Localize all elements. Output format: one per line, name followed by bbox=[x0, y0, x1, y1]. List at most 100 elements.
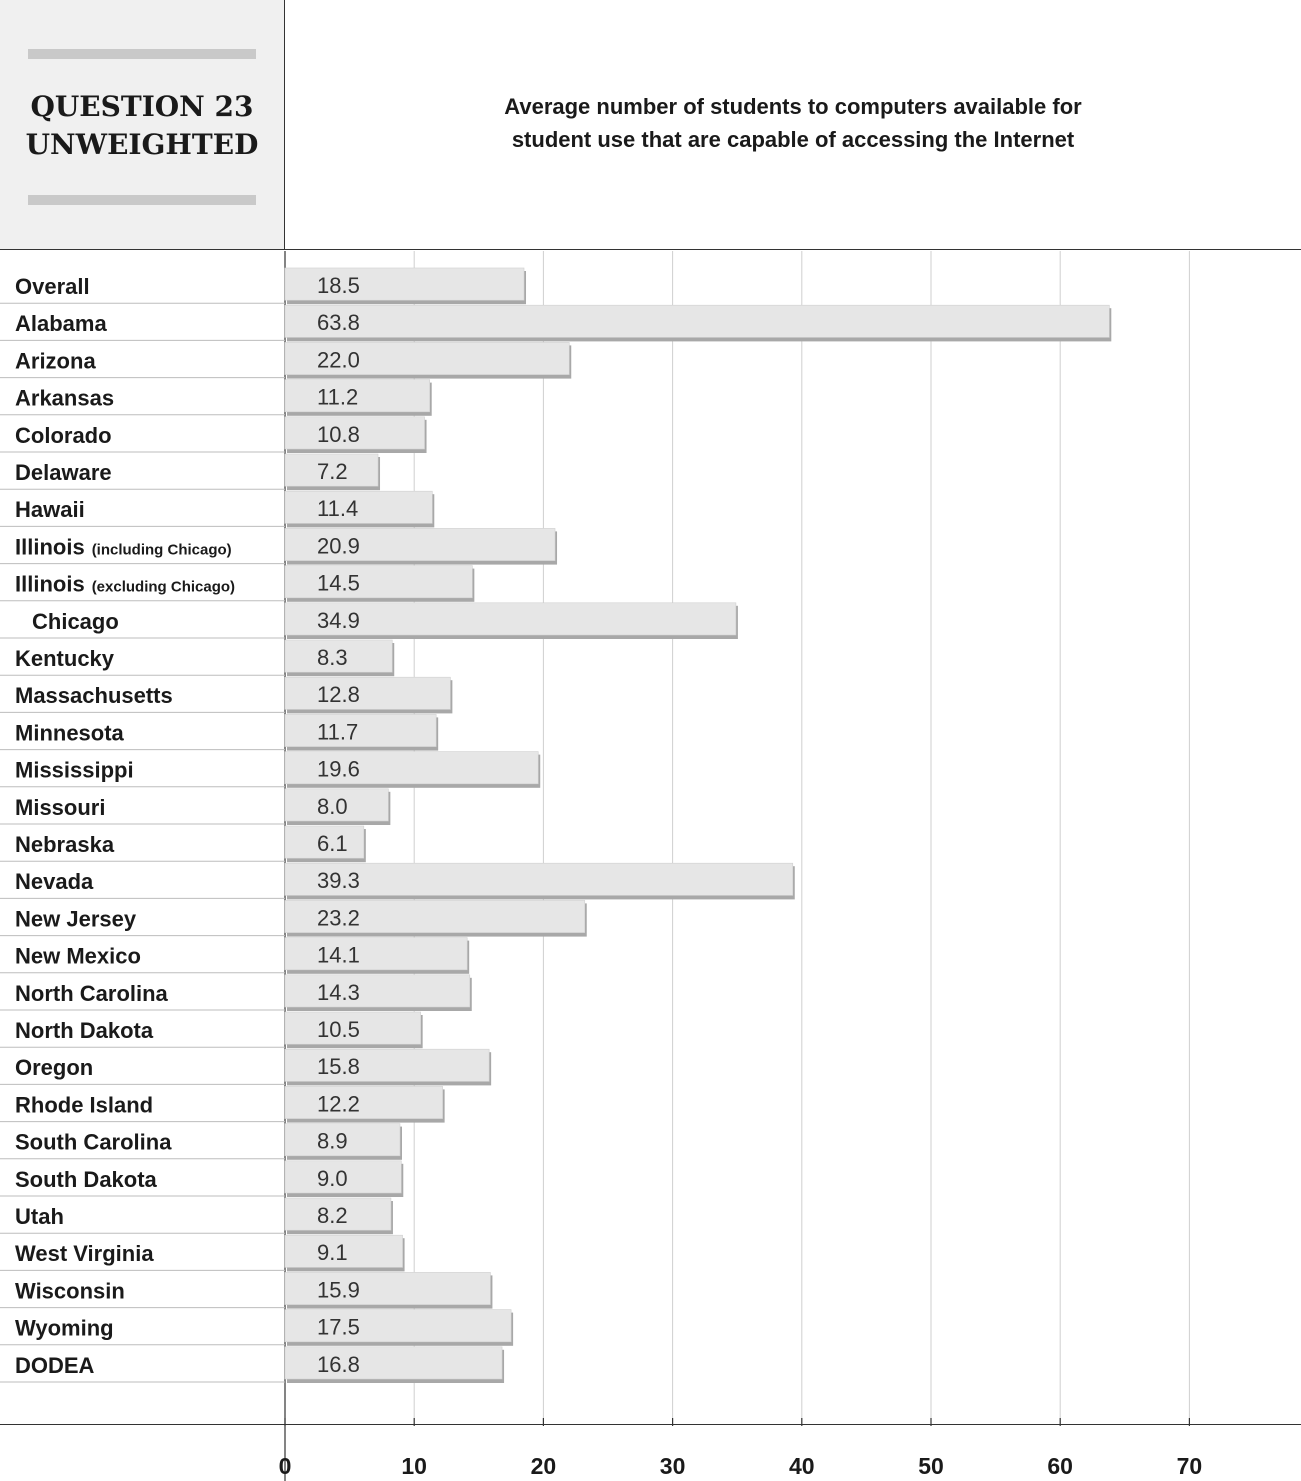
category-name: Rhode Island bbox=[15, 1092, 153, 1117]
tick-label: 30 bbox=[660, 1453, 686, 1479]
data-label: 17.5 bbox=[317, 1315, 360, 1340]
tick-label: 40 bbox=[789, 1453, 815, 1479]
chart-title-line-2: student use that are capable of accessin… bbox=[511, 127, 1075, 152]
bar bbox=[284, 490, 433, 524]
category-label: Wisconsin bbox=[15, 1278, 125, 1303]
bar bbox=[284, 1309, 512, 1343]
data-label: 6.1 bbox=[317, 831, 348, 856]
category-label: Illinois (including Chicago) bbox=[15, 534, 232, 559]
data-label: 19.6 bbox=[317, 757, 360, 782]
data-label: 8.2 bbox=[317, 1203, 348, 1228]
data-label: 16.8 bbox=[317, 1352, 360, 1377]
category-name: West Virginia bbox=[15, 1241, 154, 1266]
bar bbox=[284, 788, 389, 822]
category-name: Wisconsin bbox=[15, 1278, 125, 1303]
bar bbox=[284, 1272, 491, 1305]
category-name: Missouri bbox=[15, 795, 105, 820]
tick-label: 20 bbox=[531, 1453, 557, 1479]
category-name: Illinois bbox=[15, 572, 85, 597]
bar bbox=[284, 602, 737, 636]
category-name: Colorado bbox=[15, 423, 112, 448]
header-top-rule bbox=[28, 49, 256, 59]
category-label: Alabama bbox=[15, 311, 107, 336]
category-name: DODEA bbox=[15, 1353, 95, 1378]
category-name: Illinois bbox=[15, 534, 85, 559]
bar bbox=[284, 528, 556, 561]
bar bbox=[284, 1123, 401, 1157]
bar bbox=[284, 714, 437, 747]
question-title-line-2: UNWEIGHTED bbox=[25, 128, 259, 161]
data-label: 11.2 bbox=[317, 385, 358, 410]
data-label: 14.5 bbox=[317, 571, 360, 596]
category-label: Illinois (excluding Chicago) bbox=[15, 572, 235, 597]
bar bbox=[284, 565, 473, 599]
category-name: Hawaii bbox=[15, 497, 85, 522]
category-name: Massachusetts bbox=[15, 683, 173, 708]
category-name: North Carolina bbox=[15, 981, 169, 1006]
category-label: Mississippi bbox=[15, 758, 134, 783]
bar bbox=[284, 676, 451, 710]
category-name: Nevada bbox=[15, 869, 94, 894]
chart-title: Average number of students to computers … bbox=[285, 90, 1301, 156]
category-label: Minnesota bbox=[15, 720, 125, 745]
category-name: New Jersey bbox=[15, 906, 137, 931]
question-title: QUESTION 23 UNWEIGHTED bbox=[0, 88, 284, 164]
data-label: 15.9 bbox=[317, 1277, 360, 1302]
category-label: New Jersey bbox=[15, 906, 137, 931]
category-name: Minnesota bbox=[15, 720, 125, 745]
data-label: 14.1 bbox=[317, 943, 360, 968]
category-label: Kentucky bbox=[15, 646, 115, 671]
bar bbox=[284, 1346, 503, 1380]
bar bbox=[284, 862, 794, 896]
bar bbox=[284, 974, 471, 1008]
data-label: 22.0 bbox=[317, 347, 360, 372]
category-label: Nebraska bbox=[15, 832, 115, 857]
category-name: Kentucky bbox=[15, 646, 115, 671]
data-label: 10.8 bbox=[317, 422, 360, 447]
data-label: 18.5 bbox=[317, 273, 360, 298]
category-name: Mississippi bbox=[15, 758, 134, 783]
category-label: DODEA bbox=[15, 1353, 95, 1378]
data-label: 14.3 bbox=[317, 980, 360, 1005]
data-label: 9.1 bbox=[317, 1240, 348, 1265]
category-label: Wyoming bbox=[15, 1316, 114, 1341]
tick-label: 50 bbox=[918, 1453, 944, 1479]
category-name: Arkansas bbox=[15, 386, 114, 411]
category-label: Arkansas bbox=[15, 386, 114, 411]
data-label: 63.8 bbox=[317, 310, 360, 335]
category-label: Oregon bbox=[15, 1055, 93, 1080]
bar bbox=[284, 751, 539, 785]
data-label: 34.9 bbox=[317, 608, 360, 633]
bar bbox=[284, 1234, 403, 1268]
bar bbox=[284, 825, 365, 859]
data-label: 10.5 bbox=[317, 1017, 360, 1042]
question-header-box: QUESTION 23 UNWEIGHTED bbox=[0, 0, 285, 250]
category-name: Overall bbox=[15, 274, 90, 299]
bar bbox=[284, 379, 431, 413]
data-label: 15.8 bbox=[317, 1054, 360, 1079]
data-label: 7.2 bbox=[317, 459, 348, 484]
data-label: 11.4 bbox=[317, 496, 358, 521]
category-label: Hawaii bbox=[15, 497, 85, 522]
category-name: Nebraska bbox=[15, 832, 115, 857]
axis-divider bbox=[0, 1424, 1301, 1425]
category-note: (including Chicago) bbox=[92, 541, 232, 558]
category-name: Alabama bbox=[15, 311, 107, 336]
category-name: South Carolina bbox=[15, 1130, 172, 1155]
category-label: Rhode Island bbox=[15, 1092, 153, 1117]
category-label: Colorado bbox=[15, 423, 112, 448]
data-label: 23.2 bbox=[317, 905, 360, 930]
category-label: North Dakota bbox=[15, 1018, 154, 1043]
header-divider bbox=[0, 249, 1301, 250]
category-label: Chicago bbox=[32, 609, 119, 634]
data-label: 12.2 bbox=[317, 1091, 360, 1116]
category-name: North Dakota bbox=[15, 1018, 154, 1043]
category-label: Delaware bbox=[15, 460, 112, 485]
category-label: South Carolina bbox=[15, 1130, 172, 1155]
category-label: West Virginia bbox=[15, 1241, 154, 1266]
category-label: Massachusetts bbox=[15, 683, 173, 708]
category-label: Nevada bbox=[15, 869, 94, 894]
category-label: Utah bbox=[15, 1204, 64, 1229]
category-name: Chicago bbox=[32, 609, 119, 634]
bar bbox=[284, 937, 468, 971]
